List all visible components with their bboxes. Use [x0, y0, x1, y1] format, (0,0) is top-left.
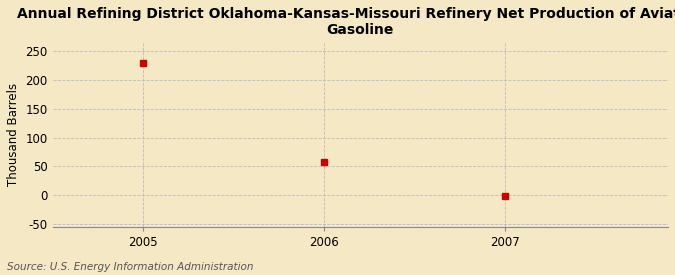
- Title: Annual Refining District Oklahoma-Kansas-Missouri Refinery Net Production of Avi: Annual Refining District Oklahoma-Kansas…: [17, 7, 675, 37]
- Text: Source: U.S. Energy Information Administration: Source: U.S. Energy Information Administ…: [7, 262, 253, 272]
- Y-axis label: Thousand Barrels: Thousand Barrels: [7, 83, 20, 186]
